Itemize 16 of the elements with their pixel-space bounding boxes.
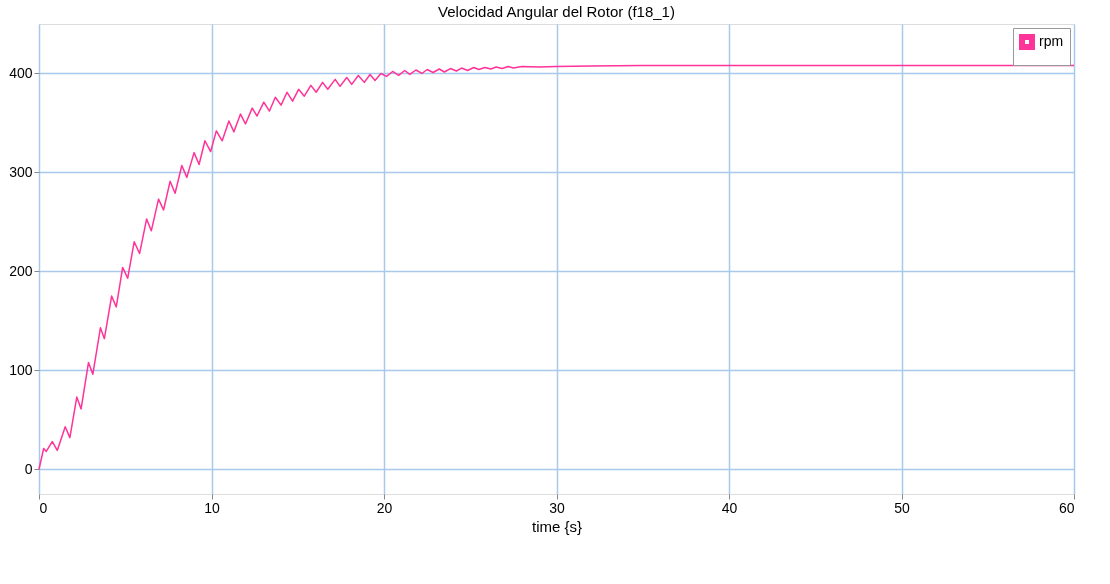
x-tick-label: 30 (549, 499, 565, 516)
y-tick-label: 0 (24, 460, 33, 477)
y-tick-label: 200 (9, 262, 33, 279)
chart-title: Velocidad Angular del Rotor (f18_1) (438, 3, 675, 20)
x-axis-title: time {s} (531, 517, 583, 535)
x-tick-label: 0 (39, 499, 48, 516)
y-tick-label: 100 (9, 361, 33, 378)
x-tick-label: 40 (721, 499, 738, 516)
x-tick-label: 60 (1058, 499, 1075, 516)
x-tick-label: 50 (894, 499, 910, 516)
y-tick-label: 300 (9, 163, 33, 180)
x-tick-label: 20 (376, 499, 393, 516)
line-series (38, 64, 1075, 471)
y-tick-label: 400 (9, 64, 33, 81)
legend-label: rpm (1039, 33, 1064, 49)
x-tick-label: 10 (204, 499, 220, 516)
